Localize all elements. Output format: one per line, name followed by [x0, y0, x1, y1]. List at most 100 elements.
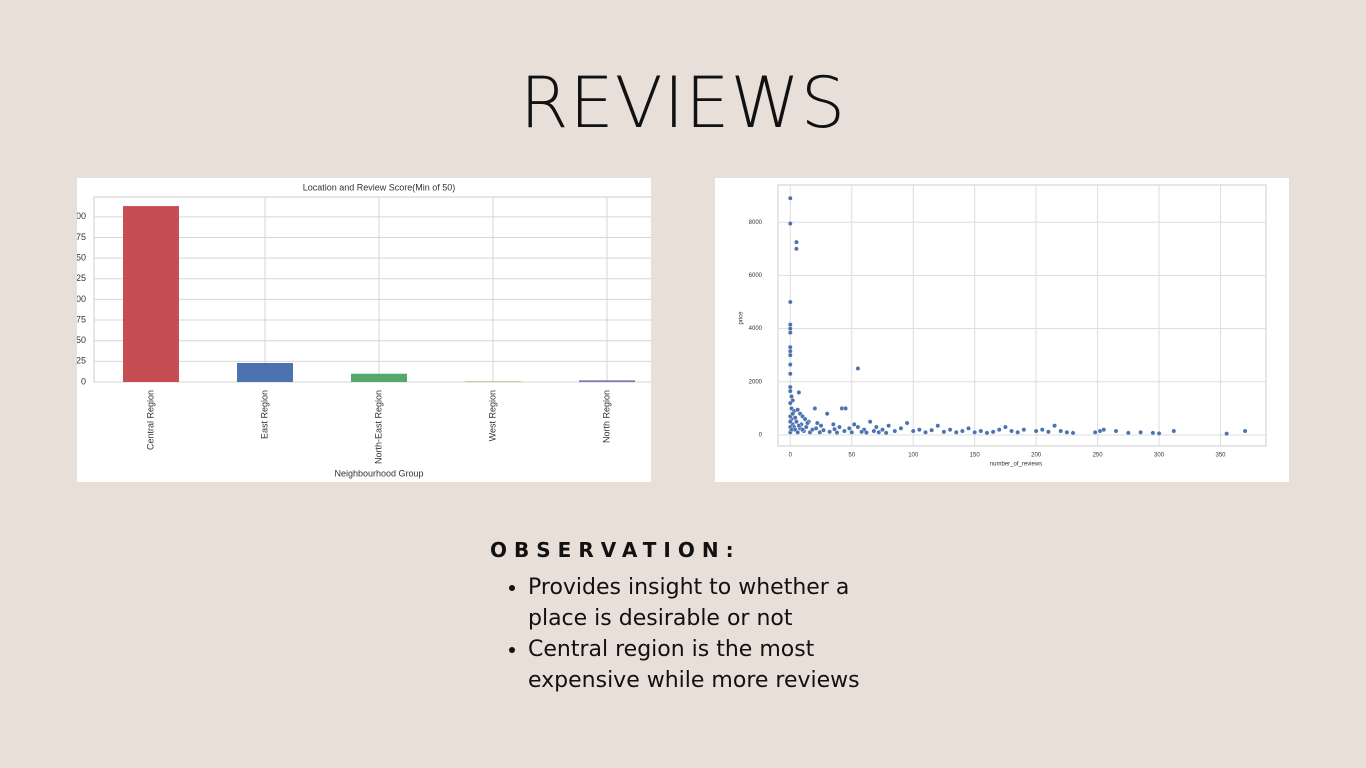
y-tick-label: 4000: [749, 326, 763, 332]
y-tick-label: 0: [81, 376, 86, 386]
point: [864, 430, 869, 436]
point: [837, 424, 842, 430]
point: [830, 421, 836, 427]
point: [1242, 428, 1248, 434]
point: [1015, 429, 1021, 435]
point: [814, 420, 820, 426]
point: [996, 427, 1002, 433]
point: [787, 326, 793, 332]
x-axis-label: Neighbourhood Group: [334, 468, 423, 478]
point: [923, 429, 928, 435]
x-tick-label: East Region: [259, 390, 269, 439]
point: [1125, 430, 1131, 436]
point: [846, 425, 852, 431]
point: [859, 429, 864, 435]
x-tick-label: 0: [789, 453, 793, 459]
point: [824, 411, 830, 417]
observation-item: Provides insight to whether a place is d…: [528, 572, 878, 634]
y-tick-label: 8000: [749, 220, 763, 226]
y-tick-label: 150: [77, 252, 86, 262]
observation-list: Provides insight to whether a place is d…: [506, 572, 878, 696]
point: [795, 429, 801, 435]
y-tick-label: 75: [77, 314, 86, 324]
point: [805, 420, 810, 426]
point: [851, 421, 857, 427]
y-tick-label: 50: [77, 335, 86, 345]
x-tick-label: 200: [1031, 453, 1042, 459]
x-tick-label: 50: [848, 453, 855, 459]
point: [787, 330, 793, 335]
point: [796, 423, 802, 429]
point: [883, 430, 889, 436]
x-tick-label: North-East Region: [373, 390, 383, 464]
point: [787, 221, 793, 226]
point: [794, 419, 799, 425]
point: [935, 423, 941, 429]
observation-item: Central region is the most expensive whi…: [528, 634, 878, 696]
point: [849, 429, 855, 435]
point: [794, 239, 799, 245]
point: [796, 390, 802, 395]
y-tick-label: 175: [77, 232, 86, 242]
point: [953, 429, 959, 435]
x-tick-label: 300: [1154, 453, 1165, 459]
bar: [579, 380, 635, 382]
point: [787, 371, 793, 377]
point: [984, 430, 990, 436]
point: [787, 352, 793, 358]
point: [789, 427, 794, 433]
point: [841, 428, 847, 434]
point: [787, 388, 793, 394]
point: [1046, 429, 1051, 435]
point: [1138, 429, 1144, 435]
point: [873, 424, 879, 430]
point: [892, 428, 898, 434]
point: [787, 419, 793, 425]
bar: [123, 206, 179, 382]
point: [800, 427, 805, 433]
observation-heading: OBSERVATION:: [490, 538, 741, 562]
point: [1003, 424, 1008, 430]
point: [789, 394, 794, 399]
point: [978, 428, 984, 434]
point: [787, 299, 793, 305]
slide-title: REVIEWS: [519, 62, 847, 144]
point: [1156, 431, 1162, 436]
y-tick-label: 25: [77, 356, 86, 366]
point: [1101, 427, 1107, 433]
point: [787, 195, 793, 201]
point: [821, 427, 826, 433]
point: [790, 411, 796, 417]
bar: [465, 381, 521, 382]
point: [1224, 431, 1230, 437]
x-tick-label: Central Region: [145, 390, 155, 450]
point: [1052, 423, 1057, 429]
point: [787, 348, 793, 354]
point: [1113, 428, 1119, 434]
point: [880, 427, 885, 433]
bar: [351, 373, 407, 382]
point: [803, 424, 809, 430]
y-tick-label: 2000: [749, 379, 763, 385]
point: [910, 428, 916, 434]
point: [1070, 430, 1076, 436]
x-tick-label: West Region: [487, 390, 497, 441]
point: [959, 428, 965, 434]
y-tick-label: 6000: [749, 273, 763, 279]
bar: [237, 363, 293, 382]
point: [1150, 430, 1156, 436]
x-tick-label: 250: [1093, 453, 1104, 459]
point: [1033, 428, 1039, 434]
point: [1058, 428, 1064, 434]
point: [843, 406, 849, 411]
point: [941, 429, 947, 435]
scatter-chart: 0 50 100 150 200 250 300 350 0 2000 4000 6000 8000 nu…: [715, 178, 1289, 482]
point: [787, 344, 793, 350]
point: [1064, 429, 1070, 435]
y-tick-label: 0: [759, 433, 763, 439]
point: [1171, 428, 1177, 434]
point: [876, 429, 882, 435]
point: [916, 427, 922, 433]
point: [898, 425, 904, 431]
chart-title: Location and Review Score(Min of 50): [303, 182, 456, 192]
